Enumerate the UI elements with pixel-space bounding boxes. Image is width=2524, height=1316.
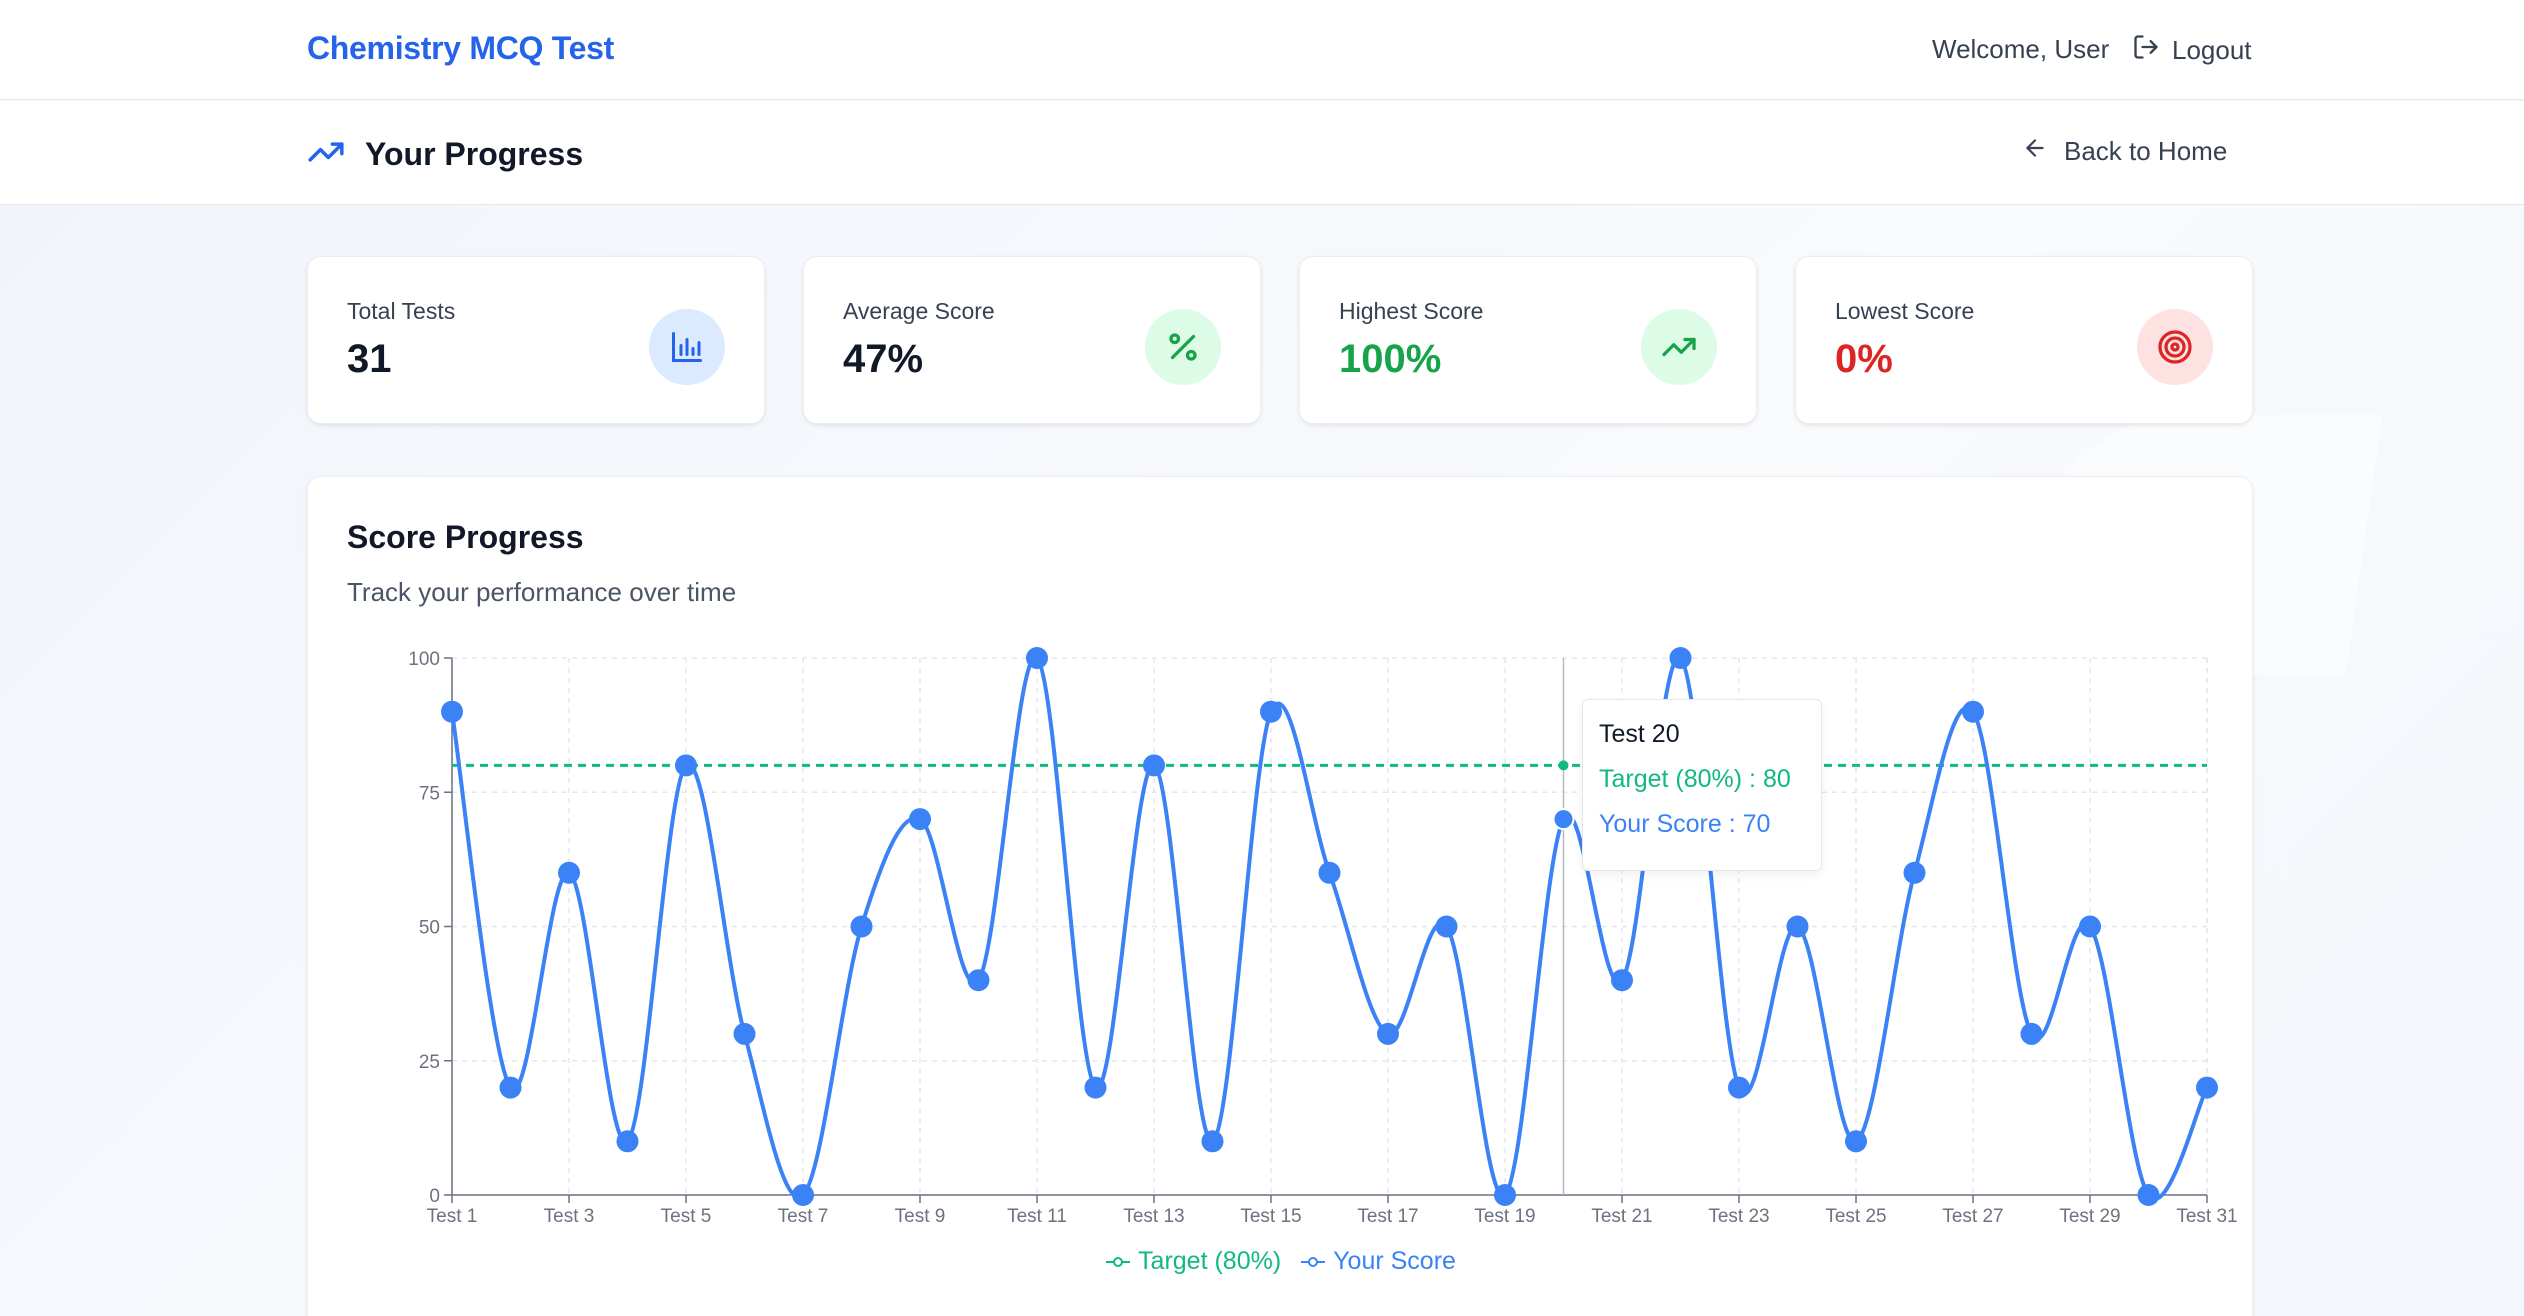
score-point [1962,700,1984,723]
stat-label: Average Score [843,298,995,324]
score-point [1728,1076,1750,1099]
score-point [499,1076,522,1099]
stat-label: Lowest Score [1835,298,1975,324]
target-active-dot [1558,760,1569,771]
score-point [1786,915,1809,938]
chart-tooltip: Test 20 Target (80%) : 80 Your Score : 7… [1582,699,1822,871]
tooltip-score: Your Score : 70 [1599,810,1771,838]
score-point [1201,1130,1224,1153]
score-point [1494,1184,1516,1206]
score-point [850,915,873,938]
score-point [1377,1022,1399,1045]
x-tick-label: Test 13 [1123,1206,1184,1227]
score-point [1552,808,1575,831]
x-tick-label: Test 11 [1007,1206,1067,1227]
tooltip-target: Target (80%) : 80 [1599,765,1791,793]
x-tick-label: Test 31 [2176,1206,2237,1227]
score-point [1260,700,1282,723]
x-tick-label: Test 15 [1240,1206,1301,1227]
x-tick-label: Test 19 [1474,1206,1535,1227]
legend-label: Your Score [1333,1247,1456,1275]
percent-icon [1145,309,1221,385]
chart-subtitle: Track your performance over time [347,577,737,607]
score-point [558,861,580,884]
y-tick-label: 50 [419,918,440,939]
x-tick-label: Test 1 [427,1206,478,1227]
score-point [792,1184,814,1206]
x-tick-label: Test 27 [1942,1206,2003,1227]
score-point [1026,647,1048,669]
page-title: Your Progress [365,136,584,172]
stat-card-total-tests: Total Tests 31 [307,256,765,424]
stat-label: Total Tests [347,298,456,324]
score-point [2137,1184,2160,1206]
score-point [1435,915,1458,938]
trending-up-icon [307,133,345,176]
legend-line-icon [1301,1256,1326,1267]
score-point [2196,1076,2218,1099]
score-point [2079,915,2101,938]
score-point [1611,969,1633,992]
legend-line-icon [1106,1256,1131,1267]
x-tick-label: Test 29 [2059,1206,2120,1227]
x-tick-label: Test 7 [778,1206,829,1227]
score-point [441,700,463,723]
logout-icon [2132,33,2160,68]
bar-chart-icon [649,309,725,385]
score-point [1903,861,1926,884]
legend-label: Target (80%) [1138,1247,1282,1275]
y-tick-label: 25 [419,1052,440,1073]
score-point [1084,1076,1107,1099]
score-point [1143,754,1165,777]
score-point [967,969,990,992]
score-line-chart[interactable]: 0 25 50 75 100 Test 1 Test 3 Test 5 Test 7 Test 9… [308,477,2254,1316]
page-header: Your Progress Back to Home [0,101,2524,205]
y-tick-label: 0 [429,1186,440,1207]
stat-card-average-score: Average Score 47% [803,256,1261,424]
score-point [733,1022,756,1045]
score-progress-card: Score Progress Track your performance ov… [307,476,2253,1316]
y-tick-label: 75 [419,783,440,804]
top-navbar: Chemistry MCQ Test Welcome, User Logout [0,0,2524,100]
legend-item-your-score[interactable]: Your Score [1301,1247,1456,1276]
score-point [616,1130,639,1153]
stat-value: 0% [1835,337,1893,381]
score-point [1318,861,1341,884]
y-tick-label: 100 [408,649,440,670]
x-tick-label: Test 17 [1357,1206,1418,1227]
score-point [2020,1022,2043,1045]
legend-item-target[interactable]: Target (80%) [1106,1247,1281,1276]
stat-card-highest-score: Highest Score 100% [1299,256,1757,424]
stat-card-lowest-score: Lowest Score 0% [1795,256,2253,424]
series-line-your-score [450,655,2209,1201]
score-point [1845,1130,1867,1153]
chart-legend: Target (80%) Your Score [308,1247,2254,1276]
stat-value: 47% [843,337,924,381]
x-tick-label: Test 23 [1708,1206,1769,1227]
score-point [909,808,931,831]
trending-up-icon [1641,309,1717,385]
brand-title[interactable]: Chemistry MCQ Test [307,30,614,66]
logout-label: Logout [2172,34,2252,65]
x-tick-label: Test 3 [544,1206,595,1227]
chart-title: Score Progress [347,519,584,555]
x-tick-label: Test 25 [1825,1206,1886,1227]
x-tick-label: Test 5 [661,1206,712,1227]
stat-value: 31 [347,337,392,381]
tooltip-title: Test 20 [1599,720,1680,748]
target-icon [2137,309,2213,385]
back-to-home-button[interactable]: Back to Home [2022,135,2227,168]
back-to-home-label: Back to Home [2064,136,2228,166]
stat-label: Highest Score [1339,298,1484,324]
score-point [675,754,697,777]
stat-value: 100% [1339,337,1442,381]
welcome-text: Welcome, User [1932,34,2110,64]
score-point [1669,647,1692,669]
x-tick-label: Test 21 [1591,1206,1652,1227]
logout-button[interactable]: Logout [2132,30,2252,70]
arrow-left-icon [2022,135,2048,168]
x-tick-label: Test 9 [895,1206,946,1227]
